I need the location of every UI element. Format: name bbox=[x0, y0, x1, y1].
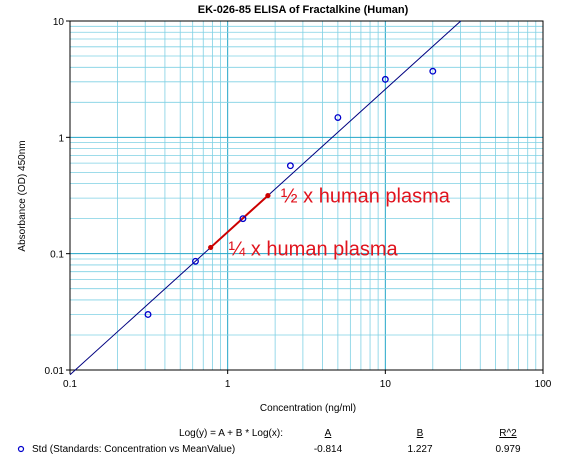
y-tick-label: 0.01 bbox=[45, 366, 65, 377]
x-tick-label: 100 bbox=[535, 379, 552, 390]
quarter-plasma-label: ¼ x human plasma bbox=[229, 238, 399, 260]
plasma-range-segment bbox=[209, 194, 269, 249]
data-point bbox=[192, 257, 199, 265]
half-plasma-marker bbox=[265, 192, 271, 199]
y-axis-label: Absorbance (OD) 450nm bbox=[17, 140, 28, 251]
chart-title: EK-026-85 ELISA of Fractalkine (Human) bbox=[198, 4, 409, 16]
annotations: ½ x human plasma ¼ x human plasma bbox=[208, 186, 451, 260]
legend-header-r2: R^2 bbox=[499, 428, 517, 439]
x-tick-label: 0.1 bbox=[63, 379, 77, 390]
data-point bbox=[381, 75, 389, 83]
legend-value-b: 1.227 bbox=[407, 444, 432, 455]
legend-value-a: -0.814 bbox=[314, 444, 343, 455]
y-axis: 0.01 0.1 1 10 bbox=[45, 17, 70, 377]
data-point bbox=[239, 215, 247, 223]
data-point bbox=[334, 114, 342, 121]
fit-equation: Log(y) = A + B * Log(x): bbox=[179, 428, 283, 439]
legend-header-b: B bbox=[417, 428, 424, 439]
half-plasma-label: ½ x human plasma bbox=[281, 186, 451, 208]
legend-header-a: A bbox=[325, 428, 332, 439]
legend-marker bbox=[17, 445, 25, 453]
quarter-plasma-marker bbox=[208, 244, 214, 251]
data-point bbox=[144, 311, 152, 318]
x-tick-label: 10 bbox=[380, 379, 392, 390]
y-tick-label: 1 bbox=[58, 133, 64, 144]
x-axis: 0.1 1 10 100 bbox=[63, 370, 552, 390]
data-points bbox=[144, 67, 437, 318]
y-tick-label: 0.1 bbox=[50, 250, 64, 261]
x-axis-label: Concentration (ng/ml) bbox=[260, 403, 356, 414]
plot-frame bbox=[69, 20, 544, 371]
legend-series-name: Std (Standards: Concentration vs MeanVal… bbox=[32, 444, 235, 455]
y-tick-label: 10 bbox=[53, 17, 65, 28]
data-point bbox=[429, 67, 437, 75]
legend-value-r2: 0.979 bbox=[495, 444, 520, 455]
x-tick-label: 1 bbox=[225, 379, 231, 390]
grid bbox=[70, 21, 543, 370]
data-point bbox=[286, 162, 294, 170]
